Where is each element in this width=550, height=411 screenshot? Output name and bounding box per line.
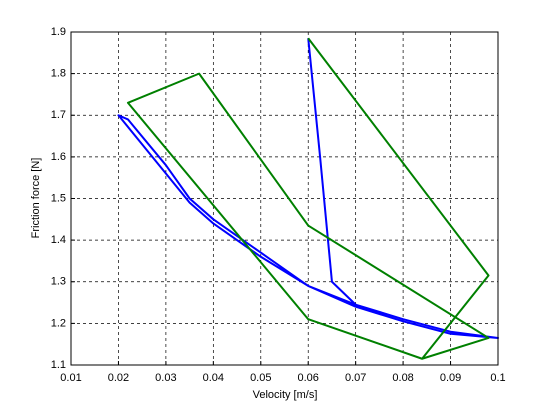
y-tick-label: 1.6 [51, 151, 66, 163]
x-tick-label: 0.07 [345, 372, 366, 384]
data-line [126, 37, 490, 360]
y-tick-label: 1.1 [51, 359, 66, 371]
x-tick-label: 0.1 [490, 372, 505, 384]
y-tick-label: 1.8 [51, 68, 66, 80]
y-axis-label: Friction force [N] [30, 158, 42, 239]
y-tick-label: 1.9 [51, 26, 66, 38]
y-tick-label: 1.7 [51, 109, 66, 121]
axes-box [70, 31, 499, 366]
x-tick-label: 0.09 [440, 372, 461, 384]
x-tick-label: 0.01 [60, 372, 81, 384]
x-tick-label: 0.08 [392, 372, 413, 384]
y-tick-label: 1.3 [51, 276, 66, 288]
x-axis-label: Velocity [m/s] [253, 389, 318, 401]
y-tick-label: 1.4 [51, 234, 66, 246]
x-tick-label: 0.02 [108, 372, 129, 384]
y-tick-label: 1.5 [51, 192, 66, 204]
data-line [117, 38, 499, 339]
x-tick-label: 0.05 [250, 372, 271, 384]
x-tick-label: 0.03 [155, 372, 176, 384]
x-tick-label: 0.06 [298, 372, 319, 384]
y-tick-label: 1.2 [51, 317, 66, 329]
x-tick-label: 0.04 [203, 372, 224, 384]
